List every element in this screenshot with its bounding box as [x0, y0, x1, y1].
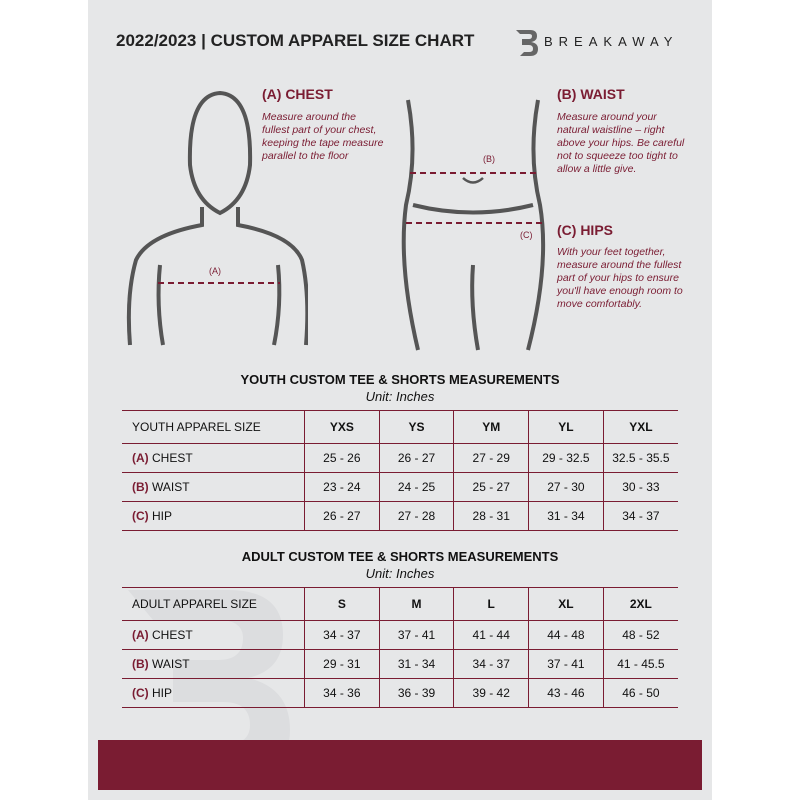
youth-section-title: YOUTH CUSTOM TEE & SHORTS MEASUREMENTS: [240, 372, 560, 387]
measurement-label: (C) HIP: [122, 502, 305, 531]
measurement-value: 48 - 52: [602, 620, 678, 650]
adult-unit: Unit: Inches: [365, 566, 435, 581]
size-label-header: YOUTH APPAREL SIZE: [132, 420, 261, 434]
measurement-value: 34 - 36: [304, 678, 380, 708]
measurement-name: CHEST: [152, 628, 193, 642]
measurement-name: CHEST: [152, 451, 193, 465]
hips-heading: (C) HIPS: [557, 222, 613, 238]
measurement-value: 41 - 45.5: [602, 649, 678, 679]
size-header: YM: [453, 410, 529, 444]
measurement-value: 36 - 39: [378, 678, 454, 708]
chest-description: Measure around the fullest part of your …: [262, 111, 384, 162]
footer-band: [98, 740, 702, 790]
measurement-label: (C) HIP: [122, 679, 305, 708]
hips-marker: (C): [520, 230, 533, 240]
size-header: YXS: [304, 410, 380, 444]
measurement-code: (B): [132, 657, 149, 671]
measurement-value: 23 - 24: [304, 472, 380, 502]
size-header: 2XL: [602, 587, 678, 621]
measurement-code: (A): [132, 628, 149, 642]
table-row: (A) CHEST 25 - 26 26 - 27 27 - 29 29 - 32.5 3…: [122, 443, 678, 473]
watermark-logo-icon: [128, 590, 290, 775]
hips-description: With your feet together, measure around …: [557, 246, 683, 310]
measurement-value: 25 - 27: [453, 472, 529, 502]
size-header: YL: [528, 410, 604, 444]
waist-heading: (B) WAIST: [557, 86, 625, 102]
measurement-label: (B) WAIST: [122, 473, 305, 502]
measurement-value: 31 - 34: [528, 501, 604, 531]
measurement-value: 26 - 27: [378, 443, 454, 473]
youth-size-table: YOUTH APPAREL SIZE YXS YS YM YL YXL (A) CHEST 2…: [122, 410, 678, 531]
breakaway-logo-icon: [516, 30, 538, 56]
size-header: S: [304, 587, 380, 621]
brand-name: BREAKAWAY: [544, 34, 679, 49]
measurement-value: 44 - 48: [528, 620, 604, 650]
measurement-code: (C): [132, 509, 149, 523]
measurement-value: 27 - 30: [528, 472, 604, 502]
measurement-value: 27 - 28: [378, 501, 454, 531]
size-header: M: [378, 587, 454, 621]
size-header: L: [453, 587, 529, 621]
chest-figure-illustration: [126, 90, 308, 346]
measurement-value: 26 - 27: [304, 501, 380, 531]
youth-unit: Unit: Inches: [365, 389, 435, 404]
measurement-value: 27 - 29: [453, 443, 529, 473]
measurement-value: 43 - 46: [528, 678, 604, 708]
table-row: (A) CHEST 34 - 37 37 - 41 41 - 44 44 - 48 48 …: [122, 620, 678, 650]
table-row: (B) WAIST 29 - 31 31 - 34 34 - 37 37 - 41 41 …: [122, 649, 678, 679]
measurement-value: 37 - 41: [528, 649, 604, 679]
measurement-name: WAIST: [152, 657, 190, 671]
measurement-value: 46 - 50: [602, 678, 678, 708]
table-row: (C) HIP 26 - 27 27 - 28 28 - 31 31 - 34 34 - …: [122, 501, 678, 531]
measurement-name: HIP: [152, 509, 173, 523]
measurement-label: (A) CHEST: [122, 621, 305, 650]
measurement-value: 31 - 34: [378, 649, 454, 679]
measurement-value: 34 - 37: [304, 620, 380, 650]
measurement-code: (C): [132, 686, 149, 700]
measurement-name: WAIST: [152, 480, 190, 494]
table-header-row: YOUTH APPAREL SIZE YXS YS YM YL YXL: [122, 410, 678, 444]
measurement-value: 30 - 33: [602, 472, 678, 502]
adult-section-title: ADULT CUSTOM TEE & SHORTS MEASUREMENTS: [241, 549, 559, 564]
measurement-value: 34 - 37: [453, 649, 529, 679]
adult-size-table: ADULT APPAREL SIZE S M L XL 2XL (A) CHEST 34 - …: [122, 587, 678, 708]
chest-marker: (A): [209, 266, 221, 276]
waist-description: Measure around your natural waistline – …: [557, 111, 685, 175]
size-chart-page: 2022/2023 | CUSTOM APPAREL SIZE CHART BR…: [88, 0, 712, 800]
size-header: YXL: [602, 410, 678, 444]
waist-marker: (B): [483, 154, 495, 164]
measurement-value: 24 - 25: [378, 472, 454, 502]
measurement-name: HIP: [152, 686, 173, 700]
page-title: 2022/2023 | CUSTOM APPAREL SIZE CHART: [116, 31, 475, 50]
table-row: (B) WAIST 23 - 24 24 - 25 25 - 27 27 - 30 30 …: [122, 472, 678, 502]
table-header-row: ADULT APPAREL SIZE S M L XL 2XL: [122, 587, 678, 621]
table-row: (C) HIP 34 - 36 36 - 39 39 - 42 43 - 46 46 - …: [122, 678, 678, 708]
chest-heading: (A) CHEST: [262, 86, 333, 102]
measurement-value: 29 - 32.5: [528, 443, 604, 473]
size-label-header: ADULT APPAREL SIZE: [132, 597, 257, 611]
size-header: XL: [528, 587, 604, 621]
measurement-code: (A): [132, 451, 149, 465]
measurement-value: 25 - 26: [304, 443, 380, 473]
measurement-value: 29 - 31: [304, 649, 380, 679]
size-header: YS: [378, 410, 454, 444]
measurement-value: 28 - 31: [453, 501, 529, 531]
measurement-value: 39 - 42: [453, 678, 529, 708]
waist-hips-figure-illustration: [401, 99, 546, 351]
measurement-value: 41 - 44: [453, 620, 529, 650]
measurement-value: 34 - 37: [602, 501, 678, 531]
measurement-code: (B): [132, 480, 149, 494]
measurement-label: (A) CHEST: [122, 444, 305, 473]
measurement-value: 32.5 - 35.5: [602, 443, 678, 473]
measurement-label: (B) WAIST: [122, 650, 305, 679]
measurement-value: 37 - 41: [378, 620, 454, 650]
